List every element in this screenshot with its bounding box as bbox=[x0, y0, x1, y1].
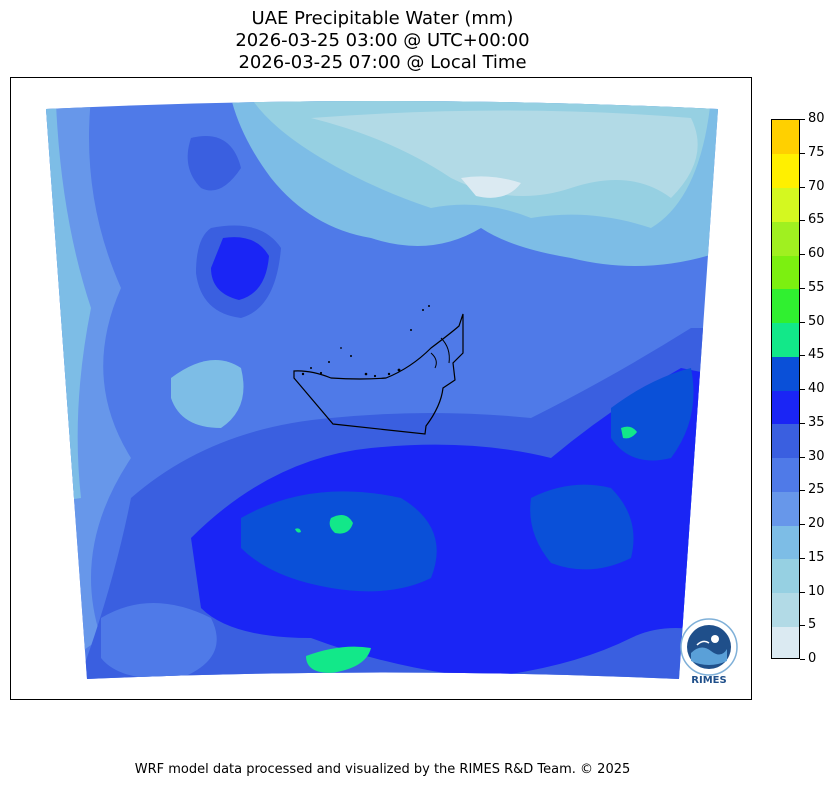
uae-border bbox=[293, 313, 464, 435]
contour-field bbox=[46, 101, 718, 679]
colorbar-segment bbox=[772, 153, 799, 188]
colorbar-tick-label: 60 bbox=[808, 246, 825, 261]
colorbar-tick-label: 25 bbox=[808, 482, 825, 498]
colorbar-tick-mark bbox=[800, 524, 805, 525]
colorbar-tick-label: 70 bbox=[808, 178, 825, 194]
map-panel bbox=[10, 77, 752, 700]
colorbar-tick-mark bbox=[800, 591, 805, 593]
colorbar-segment bbox=[772, 558, 799, 593]
colorbar-tick-label: 65 bbox=[808, 212, 825, 228]
colorbar-tick-mark bbox=[800, 625, 805, 627]
colorbar-tick-mark bbox=[800, 321, 805, 323]
colorbar-tick-mark bbox=[800, 220, 805, 222]
colorbar-segment bbox=[772, 423, 799, 458]
colorbar-tick-mark bbox=[800, 152, 805, 154]
colorbar-segment bbox=[772, 288, 799, 323]
title-line-1: UAE Precipitable Water (mm) bbox=[251, 8, 514, 29]
footer-credit: WRF model data processed and visualized … bbox=[134, 762, 631, 777]
colorbar-segment bbox=[772, 457, 799, 492]
colorbar bbox=[771, 119, 800, 659]
colorbar-segment bbox=[772, 356, 799, 391]
colorbar-tick-mark bbox=[800, 422, 805, 424]
colorbar-tick-label: 10 bbox=[808, 583, 825, 599]
colorbar-tick-label: 80 bbox=[808, 111, 825, 126]
colorbar-tick-label: 75 bbox=[808, 144, 825, 160]
title-line-3: 2026-03-25 07:00 @ Local Time bbox=[238, 52, 527, 73]
colorbar-segment bbox=[772, 120, 799, 155]
colorbar-segment bbox=[772, 491, 799, 526]
colorbar-tick-mark bbox=[800, 186, 805, 188]
colorbar-tick-label: 0 bbox=[808, 651, 817, 666]
rimes-emblem-icon bbox=[680, 618, 738, 676]
colorbar-tick-label: 55 bbox=[808, 279, 825, 295]
colorbar-tick-label: 15 bbox=[808, 549, 825, 565]
colorbar-tick-label: 30 bbox=[808, 448, 825, 464]
colorbar-segment bbox=[772, 525, 799, 560]
colorbar-tick-mark bbox=[800, 254, 805, 255]
colorbar-tick-mark bbox=[800, 659, 805, 660]
colorbar-segment bbox=[772, 255, 799, 290]
colorbar-tick-mark bbox=[800, 355, 805, 357]
colorbar-segment bbox=[772, 187, 799, 222]
uae-internal-boundary bbox=[430, 337, 450, 369]
uae-islands bbox=[301, 305, 430, 378]
colorbar-segment bbox=[772, 592, 799, 627]
colorbar-tick-mark bbox=[800, 119, 805, 120]
colorbar-segment bbox=[772, 322, 799, 357]
colorbar-tick-mark bbox=[800, 389, 805, 390]
colorbar-segment bbox=[772, 626, 799, 658]
colorbar-segment bbox=[772, 390, 799, 425]
colorbar-tick-mark bbox=[800, 287, 805, 289]
colorbar-tick-label: 40 bbox=[808, 381, 825, 396]
precipitable-water-map bbox=[46, 101, 718, 679]
rimes-logo: RIMES bbox=[677, 617, 741, 689]
colorbar-segment bbox=[772, 221, 799, 256]
colorbar-tick-label: 5 bbox=[808, 617, 817, 633]
title-line-2: 2026-03-25 03:00 @ UTC+00:00 bbox=[235, 30, 530, 51]
colorbar-tick-label: 45 bbox=[808, 347, 825, 363]
colorbar-tick-label: 50 bbox=[808, 313, 825, 329]
colorbar-tick-mark bbox=[800, 456, 805, 458]
colorbar-tick-mark bbox=[800, 490, 805, 492]
colorbar-tick-label: 20 bbox=[808, 516, 825, 531]
colorbar-tick-mark bbox=[800, 557, 805, 559]
colorbar-tick-label: 35 bbox=[808, 414, 825, 430]
logo-text: RIMES bbox=[691, 675, 727, 686]
